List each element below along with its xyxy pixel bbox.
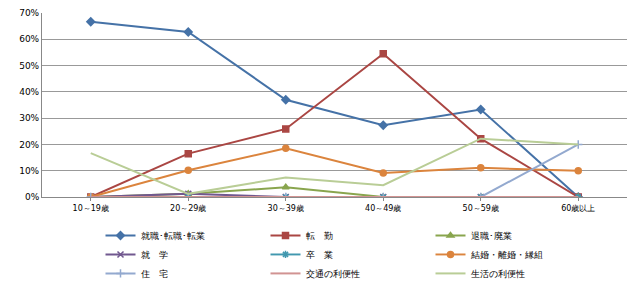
svg-text:卒 業: 卒 業	[306, 250, 333, 260]
svg-text:50%: 50%	[19, 61, 39, 71]
svg-text:60歳以上: 60歳以上	[561, 204, 595, 213]
svg-text:30%: 30%	[19, 113, 39, 123]
svg-text:退職･廃業: 退職･廃業	[471, 231, 512, 241]
svg-text:就 学: 就 学	[141, 250, 168, 260]
svg-text:就職･転職･転業: 就職･転職･転業	[141, 231, 205, 241]
svg-text:転 勤: 転 勤	[306, 231, 333, 241]
svg-text:住 宅: 住 宅	[141, 269, 168, 279]
svg-text:20～29歳: 20～29歳	[170, 204, 206, 213]
svg-text:70%: 70%	[19, 8, 39, 18]
svg-text:交通の利便性: 交通の利便性	[306, 269, 360, 279]
svg-text:20%: 20%	[19, 140, 39, 150]
svg-text:40～49歳: 40～49歳	[365, 204, 401, 213]
svg-text:50～59歳: 50～59歳	[463, 204, 499, 213]
svg-text:10%: 10%	[19, 166, 39, 176]
svg-text:40%: 40%	[19, 87, 39, 97]
svg-text:60%: 60%	[19, 34, 39, 44]
svg-text:10～19歳: 10～19歳	[73, 204, 109, 213]
svg-text:生活の利便性: 生活の利便性	[471, 269, 525, 279]
svg-text:結婚・離婚・縁組: 結婚・離婚・縁組	[470, 250, 543, 260]
svg-text:30～39歳: 30～39歳	[268, 204, 304, 213]
svg-text:0%: 0%	[25, 192, 40, 202]
